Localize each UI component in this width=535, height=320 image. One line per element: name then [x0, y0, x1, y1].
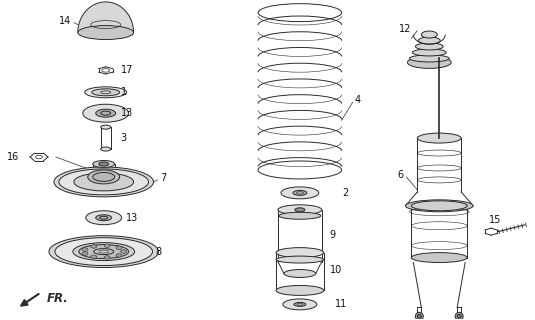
- Ellipse shape: [457, 314, 461, 318]
- Ellipse shape: [417, 133, 461, 143]
- Text: 16: 16: [7, 152, 19, 162]
- Ellipse shape: [104, 244, 110, 247]
- Text: 4: 4: [355, 95, 361, 105]
- Ellipse shape: [278, 205, 322, 215]
- Text: 13: 13: [126, 213, 138, 223]
- Ellipse shape: [415, 312, 423, 320]
- Ellipse shape: [455, 312, 463, 320]
- Ellipse shape: [93, 172, 114, 181]
- Ellipse shape: [418, 37, 440, 44]
- Ellipse shape: [85, 87, 127, 98]
- Text: 14: 14: [59, 16, 71, 26]
- Ellipse shape: [409, 55, 449, 62]
- Text: 3: 3: [120, 133, 127, 143]
- Ellipse shape: [86, 211, 121, 225]
- Ellipse shape: [99, 162, 109, 166]
- Ellipse shape: [49, 236, 158, 268]
- Ellipse shape: [293, 190, 307, 195]
- Ellipse shape: [412, 49, 446, 56]
- Text: 1: 1: [120, 87, 127, 97]
- Ellipse shape: [294, 302, 306, 306]
- Ellipse shape: [295, 208, 305, 212]
- Ellipse shape: [422, 31, 437, 38]
- Ellipse shape: [284, 269, 316, 277]
- Ellipse shape: [415, 43, 443, 50]
- Ellipse shape: [91, 255, 97, 259]
- Text: 6: 6: [398, 170, 403, 180]
- Polygon shape: [78, 2, 134, 33]
- Ellipse shape: [283, 299, 317, 310]
- Text: 9: 9: [330, 230, 336, 240]
- Text: FR.: FR.: [47, 292, 68, 305]
- Ellipse shape: [116, 246, 122, 250]
- Ellipse shape: [411, 252, 467, 262]
- Ellipse shape: [93, 161, 114, 167]
- Ellipse shape: [120, 250, 127, 253]
- Ellipse shape: [101, 147, 111, 151]
- Ellipse shape: [83, 104, 128, 122]
- Text: 12: 12: [400, 24, 412, 34]
- Ellipse shape: [82, 252, 88, 255]
- Text: 8: 8: [156, 247, 162, 257]
- Ellipse shape: [276, 248, 324, 258]
- Text: 11: 11: [335, 300, 347, 309]
- Text: 7: 7: [160, 173, 167, 183]
- Ellipse shape: [417, 314, 422, 318]
- Ellipse shape: [78, 26, 134, 40]
- Ellipse shape: [101, 125, 111, 129]
- Text: 10: 10: [330, 265, 342, 275]
- Ellipse shape: [74, 173, 134, 191]
- Text: 17: 17: [120, 65, 133, 76]
- Ellipse shape: [92, 89, 120, 96]
- Text: 13: 13: [120, 108, 133, 118]
- Ellipse shape: [59, 169, 149, 195]
- Ellipse shape: [91, 245, 97, 248]
- Ellipse shape: [88, 170, 120, 184]
- Ellipse shape: [276, 256, 324, 263]
- Ellipse shape: [407, 56, 451, 68]
- Ellipse shape: [411, 201, 467, 211]
- Ellipse shape: [54, 167, 154, 197]
- Ellipse shape: [82, 248, 88, 251]
- Ellipse shape: [96, 215, 112, 221]
- Text: 15: 15: [489, 215, 501, 225]
- Ellipse shape: [281, 187, 319, 199]
- Ellipse shape: [279, 212, 321, 219]
- Text: 2: 2: [343, 188, 349, 198]
- Ellipse shape: [55, 238, 152, 266]
- Ellipse shape: [116, 254, 122, 257]
- Ellipse shape: [276, 285, 324, 295]
- Ellipse shape: [406, 200, 473, 212]
- Ellipse shape: [96, 109, 116, 117]
- Ellipse shape: [79, 244, 128, 259]
- Ellipse shape: [104, 256, 110, 259]
- Ellipse shape: [94, 249, 113, 255]
- Ellipse shape: [73, 243, 135, 260]
